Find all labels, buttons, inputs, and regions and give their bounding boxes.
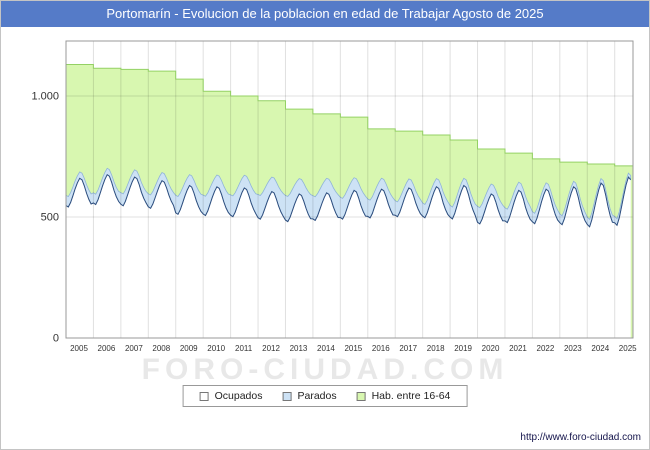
x-axis-tick-label: 2015 (344, 344, 362, 353)
chart-title: Portomarín - Evolucion de la poblacion e… (106, 6, 544, 21)
x-axis-tick-label: 2006 (98, 344, 116, 353)
legend-label-parados: Parados (297, 390, 337, 402)
x-axis-tick-label: 2024 (591, 344, 609, 353)
x-axis-tick-label: 2008 (152, 344, 170, 353)
legend-item-hab-16-64: Hab. entre 16-64 (356, 390, 451, 402)
x-axis-tick-label: 2018 (427, 344, 445, 353)
x-axis-tick-label: 2012 (262, 344, 280, 353)
x-axis-tick-label: 2023 (564, 344, 582, 353)
x-axis-tick-label: 2011 (235, 344, 253, 353)
x-axis-tick-label: 2025 (619, 344, 637, 353)
x-axis-tick-label: 2007 (125, 344, 143, 353)
x-axis-tick-label: 2005 (70, 344, 88, 353)
area-ocupados (66, 174, 631, 338)
x-axis-tick-label: 2019 (454, 344, 472, 353)
plot-border (65, 40, 634, 339)
x-axis-tick-label: 2010 (207, 344, 225, 353)
x-axis-tick-label: 2020 (482, 344, 500, 353)
chart-plot: 0 500 1.000 2005 2006 2007 2008 2009 2010 2011 201… (31, 40, 637, 353)
y-axis-tick-label: 500 (41, 212, 59, 224)
legend-swatch-hab-16-64 (356, 391, 366, 401)
legend-label-hab-16-64: Hab. entre 16-64 (371, 390, 451, 402)
chart-legend: Ocupados Parados Hab. entre 16-64 (182, 385, 468, 407)
line-ocupados (65, 173, 632, 228)
x-axis-tick-label: 2009 (180, 344, 198, 353)
legend-item-parados: Parados (282, 390, 337, 402)
x-axis-tick-label: 2013 (290, 344, 308, 353)
legend-label-ocupados: Ocupados (214, 390, 263, 402)
x-axis-tick-label: 2014 (317, 344, 335, 353)
legend-item-ocupados: Ocupados (199, 390, 263, 402)
x-axis-tick-label: 2022 (537, 344, 555, 353)
y-axis-tick-label: 0 (53, 333, 59, 345)
y-axis-tick-label: 1.000 (31, 91, 59, 103)
x-axis-tick-label: 2021 (509, 344, 527, 353)
legend-swatch-parados (282, 391, 292, 401)
footer-url-link[interactable]: http://www.foro-ciudad.com (520, 432, 641, 443)
x-axis-tick-label: 2016 (372, 344, 390, 353)
legend-swatch-ocupados (199, 391, 209, 401)
x-axis-tick-label: 2017 (399, 344, 417, 353)
line-hab-16-64 (66, 64, 633, 167)
chart-title-bar: Portomarín - Evolucion de la poblacion e… (1, 1, 649, 27)
